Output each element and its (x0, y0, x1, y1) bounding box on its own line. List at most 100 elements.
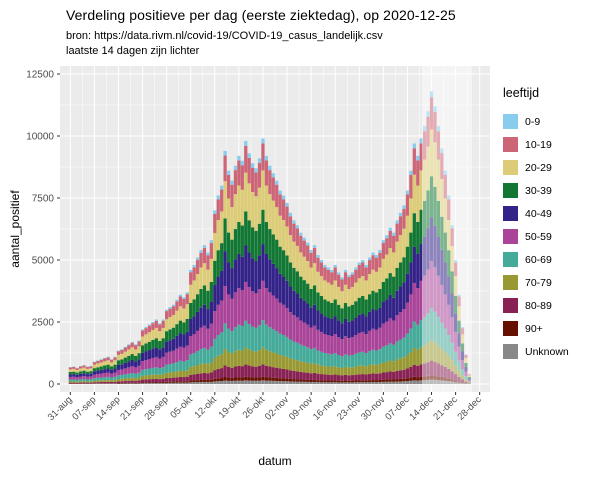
bar-segment-60-69 (330, 354, 334, 367)
bar-segment-80-89 (357, 374, 361, 381)
bar-segment-80-89 (220, 368, 224, 379)
bar-segment-50-59 (165, 352, 169, 365)
bar-segment-0-9 (178, 294, 183, 297)
bar-segment-40-49 (354, 317, 358, 336)
bar-segment-80-89 (292, 370, 296, 380)
bar-segment-30-39 (113, 364, 117, 369)
bar-segment-30-39 (106, 364, 110, 369)
bar-segment-30-39 (158, 340, 162, 350)
bar-segment-90+ (416, 377, 420, 381)
bar-segment-70-79 (178, 370, 183, 377)
bar-segment-0-9 (140, 329, 145, 331)
bar-segment-80-89 (79, 382, 83, 384)
bar-segment-80-89 (72, 382, 76, 384)
bar-segment-50-59 (109, 373, 114, 378)
bar-segment-50-59 (264, 288, 269, 325)
bar-segment-30-39 (261, 209, 265, 245)
bar-segment-80-89 (423, 363, 427, 377)
bar-segment-Unknown (374, 382, 379, 384)
bar-segment-70-79 (96, 380, 100, 383)
bar-segment-90+ (182, 381, 186, 383)
bar-segment-10-19 (237, 160, 241, 186)
bar-segment-60-69 (82, 379, 86, 382)
bar-segment-0-9 (367, 257, 372, 261)
bar-segment-20-29 (467, 375, 471, 377)
bar-segment-50-59 (254, 293, 258, 328)
bar-segment-60-69 (144, 369, 148, 376)
bar-segment-20-29 (175, 310, 179, 325)
bar-segment-90+ (171, 381, 176, 383)
bar-segment-70-79 (268, 351, 272, 367)
bar-segment-20-29 (271, 200, 275, 235)
bar-segment-60-69 (130, 373, 134, 378)
bar-segment-50-59 (237, 288, 241, 325)
legend-label: 30-39 (525, 184, 552, 197)
bar-segment-80-89 (240, 366, 244, 378)
bar-segment-40-49 (398, 286, 403, 313)
bar-segment-30-39 (388, 273, 392, 295)
bar-segment-50-59 (130, 366, 134, 374)
bar-segment-Unknown (130, 383, 134, 384)
bar-segment-0-9 (378, 250, 382, 253)
bar-segment-60-69 (223, 323, 227, 350)
bar-segment-90+ (144, 382, 148, 384)
bar-segment-30-39 (467, 376, 471, 379)
bar-segment-10-19 (202, 247, 207, 264)
bar-segment-Unknown (405, 381, 410, 384)
bar-segment-30-39 (85, 371, 90, 375)
bar-segment-20-29 (367, 273, 372, 295)
bar-segment-80-89 (405, 368, 410, 379)
bar-segment-Unknown (436, 380, 441, 384)
bar-segment-30-39 (409, 232, 413, 263)
bar-segment-50-59 (99, 373, 103, 378)
bar-segment-40-49 (120, 364, 124, 370)
x-tick-label: 21-sep (118, 394, 146, 422)
bar-segment-60-69 (419, 320, 423, 348)
bar-segment-50-59 (137, 365, 141, 373)
bar-segment-90+ (158, 382, 162, 384)
bar-segment-70-79 (182, 370, 186, 378)
bar-segment-60-69 (189, 354, 193, 367)
bar-segment-60-69 (233, 327, 238, 352)
bar-segment-70-79 (306, 362, 310, 373)
bar-segment-80-89 (271, 367, 275, 378)
bar-segment-70-79 (316, 364, 320, 374)
bar-segment-0-9 (460, 326, 465, 329)
bar-segment-50-59 (392, 320, 396, 345)
bar-segment-90+ (440, 376, 444, 381)
bar-segment-30-39 (381, 281, 385, 303)
legend-swatch-icon (503, 114, 518, 129)
bar-segment-40-49 (309, 307, 313, 328)
bar-segment-50-59 (147, 359, 152, 369)
bar-segment-50-59 (367, 330, 372, 352)
bar-segment-70-79 (288, 358, 293, 371)
bar-segment-0-9 (340, 277, 344, 280)
bar-segment-20-29 (405, 215, 410, 247)
bar-segment-20-29 (423, 159, 427, 201)
bar-segment-30-39 (123, 357, 127, 363)
bar-segment-30-39 (292, 267, 296, 291)
bar-segment-30-39 (202, 285, 207, 305)
bar-segment-Unknown (223, 380, 227, 384)
bar-segment-30-39 (426, 190, 430, 229)
bar-segment-40-49 (378, 307, 382, 328)
bar-segment-90+ (175, 381, 179, 383)
bar-segment-60-69 (361, 351, 365, 366)
bar-segment-20-29 (364, 280, 368, 300)
bar-segment-20-29 (464, 358, 468, 363)
bar-segment-20-29 (302, 256, 306, 281)
bar-segment-40-49 (103, 369, 107, 374)
bar-segment-Unknown (361, 382, 365, 384)
bar-segment-60-69 (123, 374, 127, 379)
bar-segment-50-59 (309, 327, 313, 350)
bar-segment-10-19 (220, 189, 224, 212)
bar-segment-10-19 (96, 360, 100, 364)
bar-segment-50-59 (378, 327, 382, 350)
bar-segment-90+ (127, 382, 131, 384)
legend-item: 90+ (503, 317, 569, 340)
bar-segment-0-9 (209, 240, 213, 244)
plot-title: Verdeling positieve per dag (eerste ziek… (66, 7, 456, 23)
bar-segment-40-49 (326, 317, 330, 336)
bar-segment-80-89 (261, 364, 265, 377)
bar-segment-90+ (361, 380, 365, 383)
